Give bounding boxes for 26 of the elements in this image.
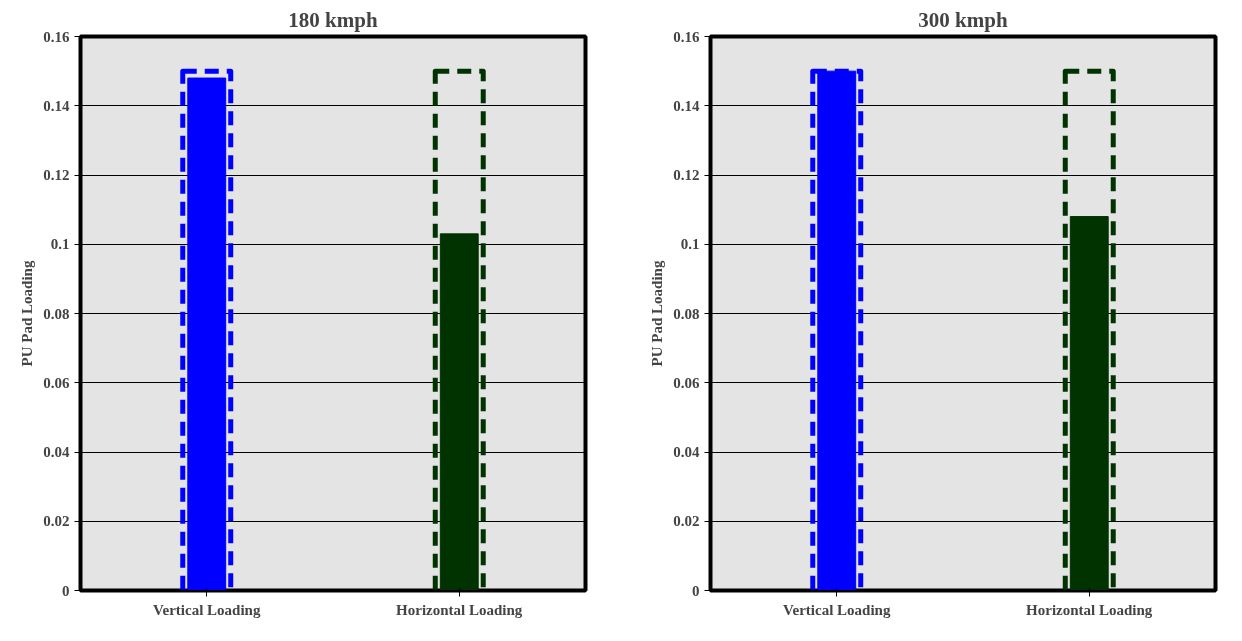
y-axis-title: PU Pad Loading	[19, 260, 36, 367]
y-tick-label: 0.14	[673, 97, 700, 114]
y-tick-label: 0.06	[43, 374, 70, 391]
y-tick-label: 0.1	[50, 236, 70, 253]
x-tick-label: Horizontal Loading	[1026, 601, 1153, 618]
y-tick-label: 0.16	[43, 28, 70, 45]
y-tick-label: 0.02	[43, 513, 70, 530]
x-tick-label: Horizontal Loading	[396, 601, 523, 618]
y-tick-label: 0	[692, 582, 700, 599]
y-tick-label: 0.06	[673, 374, 700, 391]
x-tick-label: Vertical Loading	[153, 601, 261, 618]
chart-title: 300 kmph	[918, 7, 1008, 32]
y-tick-label: 0.14	[43, 97, 70, 114]
y-tick-label: 0.16	[673, 28, 700, 45]
y-tick-label: 0.04	[673, 444, 700, 460]
y-tick-label: 0	[62, 582, 70, 599]
y-tick-label: 0.08	[673, 305, 700, 322]
y-tick-label: 0.08	[43, 305, 70, 322]
chart-title: 180 kmph	[288, 7, 378, 32]
y-tick-label: 0.12	[43, 167, 70, 183]
x-tick-label: Vertical Loading	[783, 601, 891, 618]
y-tick-label: 0.04	[43, 444, 70, 460]
y-tick-label: 0.12	[673, 167, 700, 183]
y-tick-label: 0.02	[673, 513, 700, 530]
y-axis-title: PU Pad Loading	[649, 260, 666, 367]
y-tick-label: 0.1	[680, 236, 700, 253]
